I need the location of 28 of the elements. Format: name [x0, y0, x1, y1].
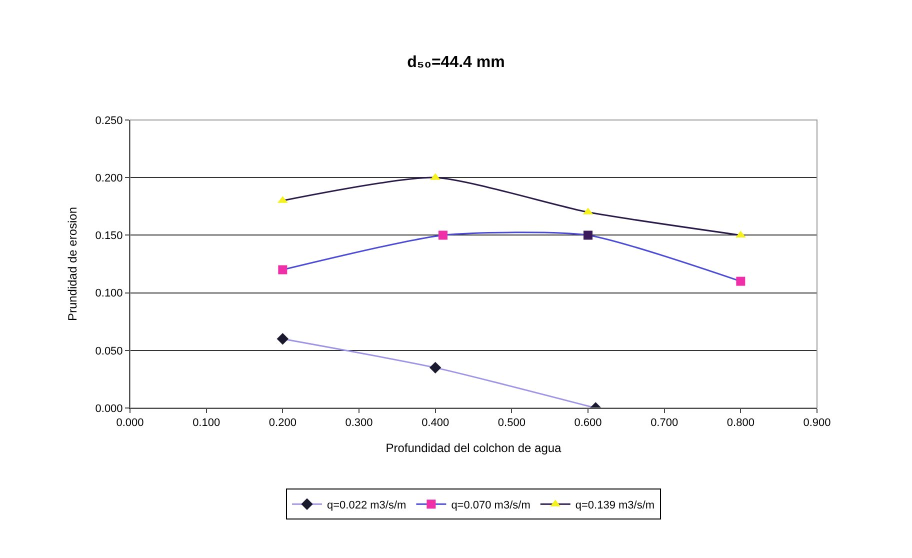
- x-tick-label: 0.300: [345, 417, 373, 430]
- legend-label: q=0.022 m3/s/m: [327, 499, 406, 512]
- legend-label: q=0.070 m3/s/m: [451, 499, 530, 512]
- point: [429, 362, 442, 374]
- y-tick-label: 0.200: [95, 172, 123, 184]
- x-tick-label: 0.000: [116, 417, 144, 430]
- x-tick-label: 0.600: [574, 417, 602, 430]
- legend-label: q=0.139 m3/s/m: [575, 499, 655, 512]
- y-tick-label: 0.050: [95, 345, 123, 358]
- x-tick-label: 0.800: [726, 417, 754, 430]
- point: [278, 265, 288, 274]
- x-tick-label: 0.200: [268, 417, 296, 430]
- point: [584, 230, 592, 240]
- y-tick-label: 0.100: [95, 288, 123, 300]
- x-tick-label: 0.500: [498, 417, 526, 430]
- y-tick-label: 0.250: [95, 114, 123, 127]
- x-tick-label: 0.100: [192, 417, 220, 430]
- y-tick-label: 0.150: [95, 230, 123, 242]
- chart-title: d₅₀=44.4 mm: [407, 54, 505, 71]
- x-axis-title: Profundidad del colchon de agua: [386, 441, 562, 456]
- x-tick-label: 0.400: [422, 417, 450, 430]
- x-tick-label: 0.900: [803, 417, 831, 430]
- y-tick-label: 0.000: [95, 402, 123, 415]
- x-tick-label: 0.700: [650, 417, 678, 430]
- point: [276, 333, 289, 345]
- point: [438, 230, 448, 240]
- point: [736, 276, 746, 286]
- y-axis-title: Prundidad de erosion: [66, 206, 80, 322]
